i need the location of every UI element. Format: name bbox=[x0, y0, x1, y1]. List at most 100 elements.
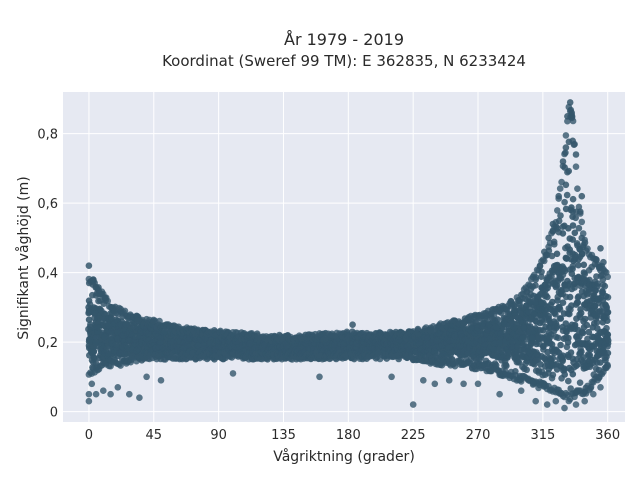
data-point bbox=[501, 320, 508, 328]
data-point bbox=[554, 348, 561, 355]
data-point bbox=[572, 151, 580, 158]
data-point bbox=[246, 340, 254, 347]
data-points bbox=[85, 99, 612, 412]
data-point bbox=[529, 334, 536, 341]
data-point bbox=[136, 394, 143, 402]
data-point bbox=[569, 262, 577, 270]
x-tick-label: 315 bbox=[530, 428, 555, 443]
data-point bbox=[532, 298, 539, 306]
data-point bbox=[568, 109, 575, 117]
data-point bbox=[556, 306, 564, 313]
data-point bbox=[575, 224, 583, 232]
data-point bbox=[98, 307, 105, 315]
data-point bbox=[555, 334, 562, 342]
data-point bbox=[540, 346, 547, 353]
data-point bbox=[497, 330, 505, 338]
data-point bbox=[486, 335, 494, 342]
data-point bbox=[541, 248, 548, 256]
data-point bbox=[562, 244, 569, 252]
data-point bbox=[561, 198, 568, 206]
data-point bbox=[604, 331, 612, 339]
data-point bbox=[567, 325, 575, 333]
data-point bbox=[546, 334, 554, 341]
data-point bbox=[107, 390, 114, 398]
data-point bbox=[569, 236, 576, 243]
data-point bbox=[561, 404, 568, 412]
data-point bbox=[557, 212, 564, 219]
data-point bbox=[533, 313, 540, 320]
data-point bbox=[529, 283, 537, 290]
data-point bbox=[581, 397, 588, 405]
data-point bbox=[545, 234, 552, 242]
data-point bbox=[420, 377, 427, 384]
data-point bbox=[95, 324, 103, 331]
data-point bbox=[542, 309, 549, 317]
data-point bbox=[105, 351, 112, 358]
data-point bbox=[526, 303, 533, 311]
data-point bbox=[104, 297, 111, 305]
data-point bbox=[556, 185, 564, 192]
data-point bbox=[578, 218, 586, 226]
data-point bbox=[590, 290, 597, 297]
x-tick-label: 0 bbox=[85, 428, 93, 443]
data-point bbox=[549, 298, 556, 306]
x-tick-label: 135 bbox=[271, 428, 296, 443]
data-point bbox=[552, 277, 559, 285]
data-point bbox=[577, 210, 584, 217]
data-point bbox=[590, 390, 597, 398]
y-tick-label: 0,2 bbox=[37, 336, 58, 351]
data-point bbox=[577, 309, 585, 317]
data-point bbox=[571, 229, 579, 237]
data-point bbox=[567, 349, 575, 356]
data-point bbox=[496, 390, 503, 398]
data-point bbox=[517, 387, 525, 395]
data-point bbox=[525, 293, 532, 301]
data-point bbox=[604, 343, 611, 350]
x-tick-label: 45 bbox=[146, 428, 163, 443]
data-point bbox=[559, 271, 567, 279]
x-tick-label: 180 bbox=[336, 428, 361, 443]
data-point bbox=[563, 255, 571, 262]
data-point bbox=[562, 144, 570, 151]
data-point bbox=[490, 346, 498, 353]
data-point bbox=[569, 222, 577, 229]
data-point bbox=[567, 306, 574, 314]
data-point bbox=[597, 359, 604, 366]
data-point bbox=[597, 384, 604, 391]
data-point bbox=[557, 341, 564, 349]
data-point bbox=[503, 362, 510, 370]
data-point bbox=[122, 321, 130, 329]
data-point bbox=[580, 261, 588, 269]
y-tick-labels: 00,20,40,60,8 bbox=[37, 128, 58, 421]
data-point bbox=[496, 339, 503, 347]
x-tick-label: 360 bbox=[595, 428, 620, 443]
data-point bbox=[574, 185, 581, 192]
data-point bbox=[576, 379, 584, 387]
data-point bbox=[195, 342, 202, 349]
data-point bbox=[556, 315, 564, 322]
data-point bbox=[553, 322, 561, 330]
data-point bbox=[523, 366, 530, 374]
data-point bbox=[143, 373, 150, 381]
data-point bbox=[575, 273, 582, 281]
data-point bbox=[581, 315, 589, 323]
data-point bbox=[552, 397, 560, 405]
x-tick-label: 270 bbox=[466, 428, 491, 443]
data-point bbox=[594, 352, 601, 359]
data-point bbox=[532, 276, 539, 283]
data-point bbox=[526, 349, 534, 357]
data-point bbox=[126, 390, 133, 398]
data-point bbox=[559, 223, 567, 230]
data-point bbox=[550, 238, 558, 246]
data-point bbox=[604, 308, 612, 316]
data-point bbox=[536, 262, 544, 270]
data-point bbox=[548, 341, 556, 348]
data-point bbox=[431, 380, 439, 388]
data-point bbox=[555, 228, 563, 236]
data-point bbox=[565, 377, 572, 385]
x-tick-labels: 0 45 90 135 180 225 270 315 360 bbox=[85, 428, 620, 443]
data-point bbox=[517, 304, 525, 311]
data-point bbox=[409, 401, 417, 408]
data-point bbox=[85, 262, 93, 270]
